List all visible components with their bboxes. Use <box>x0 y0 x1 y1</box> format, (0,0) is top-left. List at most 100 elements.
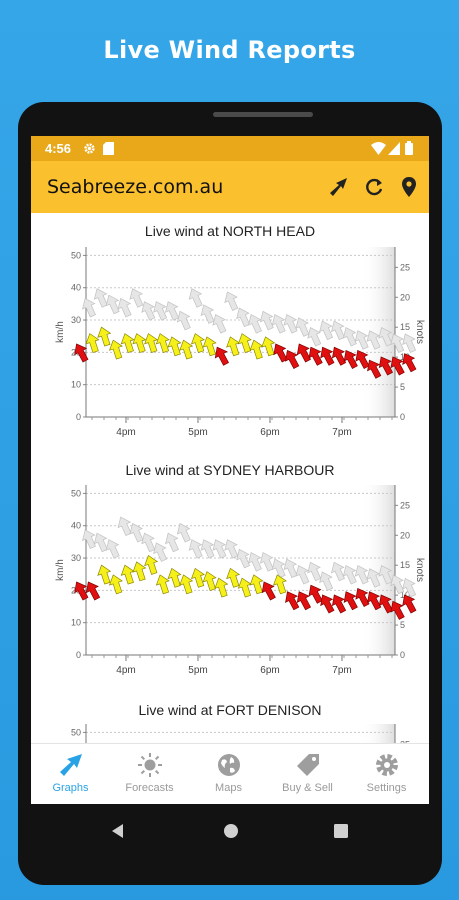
x-tick-label: 4pm <box>116 427 135 438</box>
avg-wind-arrow <box>85 581 101 601</box>
y-tick-label: 50 <box>71 488 81 498</box>
y2-tick-label: 20 <box>400 530 410 540</box>
avg-wind-arrow <box>97 326 112 347</box>
x-tick-label: 7pm <box>332 427 351 438</box>
gust-arrow <box>319 320 334 341</box>
nav-label-buy-sell: Buy & Sell <box>282 782 333 794</box>
app-bar: Seabreeze.com.au <box>31 161 429 213</box>
wind-direction-icon[interactable] <box>327 175 351 199</box>
avg-wind-arrow <box>390 600 405 620</box>
gust-arrow <box>141 532 156 553</box>
y2-tick-label: 25 <box>400 500 410 510</box>
gust-arrow <box>378 564 393 585</box>
nav-item-settings[interactable]: Settings <box>347 744 426 804</box>
avg-wind-arrow <box>214 346 229 366</box>
avg-wind-arrow <box>179 574 194 595</box>
globe-icon <box>218 754 240 776</box>
avg-wind-arrow <box>74 581 89 601</box>
gust-arrow <box>271 314 286 334</box>
wifi-icon <box>371 142 386 155</box>
avg-wind-arrow <box>85 333 100 354</box>
y-tick-label: 10 <box>71 618 81 628</box>
gust-arrow <box>129 288 144 308</box>
gust-arrow <box>271 558 286 579</box>
gust-arrow <box>141 301 156 321</box>
y-axis-label: km/h <box>55 321 66 343</box>
avg-wind-arrow <box>390 356 405 376</box>
gust-arrow <box>247 314 262 334</box>
wind-chart-fort-denison[interactable]: 01020304050051015202530km/hknots4pm5pm6p… <box>31 718 429 743</box>
avg-wind-arrow <box>167 336 182 357</box>
avg-wind-arrow <box>320 594 335 614</box>
gust-arrow <box>93 532 108 553</box>
y2-axis-label: knots <box>414 558 425 582</box>
phone-speaker <box>213 112 313 117</box>
gust-arrow <box>378 326 393 347</box>
gust-arrow <box>212 539 227 559</box>
gust-arrow <box>307 561 322 582</box>
avg-wind-arrow <box>214 577 229 598</box>
avg-wind-arrow <box>296 591 311 611</box>
gust-arrow <box>354 564 369 585</box>
avg-wind-arrow <box>343 591 358 611</box>
gust-arrow <box>342 326 357 347</box>
gust-arrow <box>129 522 144 543</box>
gust-arrow <box>212 314 227 334</box>
gust-arrow <box>319 571 334 592</box>
home-icon[interactable] <box>216 816 246 846</box>
gust-arrow <box>81 529 96 549</box>
recents-icon[interactable] <box>326 816 356 846</box>
avg-wind-arrow <box>367 591 382 611</box>
y2-tick-label: 30 <box>400 718 410 719</box>
x-tick-label: 5pm <box>188 427 207 438</box>
gust-arrow <box>402 577 417 598</box>
chart-title-sydney-harbour: Live wind at SYDNEY HARBOUR <box>125 462 335 478</box>
avg-wind-arrow <box>179 339 194 360</box>
wind-chart-sydney-harbour[interactable]: 01020304050051015202530km/hknots4pm5pm6p… <box>31 479 429 694</box>
gust-arrow <box>188 288 203 308</box>
chart-title-fort-denison: Live wind at FORT DENISON <box>138 702 322 718</box>
bottom-navigation: Graphs Forecasts <box>31 743 429 804</box>
avg-wind-arrow <box>402 594 417 614</box>
avg-wind-arrow <box>273 343 288 363</box>
nav-item-buy-sell[interactable]: Buy & Sell <box>268 744 347 804</box>
avg-wind-arrow <box>108 339 123 360</box>
gust-arrow <box>354 330 369 350</box>
avg-wind-arrow <box>202 571 217 592</box>
avg-wind-arrow <box>402 353 417 373</box>
avg-wind-arrow <box>237 577 252 598</box>
avg-wind-arrow <box>272 574 287 595</box>
avg-wind-arrow <box>132 333 147 354</box>
y-axis-label: km/h <box>55 559 66 581</box>
back-icon[interactable] <box>103 816 133 846</box>
gust-arrow <box>153 301 168 321</box>
gust-arrow <box>176 310 191 331</box>
nav-item-graphs[interactable]: Graphs <box>31 744 110 804</box>
gust-arrow <box>330 320 345 341</box>
avg-wind-arrow <box>237 333 252 354</box>
avg-wind-arrow <box>120 333 135 354</box>
gust-arrow <box>259 552 274 572</box>
y2-tick-label: 0 <box>400 650 405 660</box>
wind-chart-north-head[interactable]: 01020304050051015202530km/hknots4pm5pm6p… <box>31 241 429 456</box>
x-tick-label: 4pm <box>116 665 135 676</box>
gust-arrow <box>81 297 96 318</box>
y2-tick-label: 5 <box>400 382 405 392</box>
charts-scroll-area[interactable]: Live wind at NORTH HEAD 0102030405005101… <box>31 213 429 743</box>
settings-status-icon <box>84 143 95 154</box>
gust-arrow <box>164 532 179 553</box>
nav-item-maps[interactable]: Maps <box>189 744 268 804</box>
avg-wind-arrow <box>331 594 347 614</box>
promo-title: Live Wind Reports <box>103 36 356 64</box>
gust-arrow <box>117 516 132 537</box>
y2-tick-label: 15 <box>400 322 410 332</box>
y-tick-label: 10 <box>71 380 81 390</box>
location-pin-icon[interactable] <box>397 175 421 199</box>
gust-arrow <box>224 539 239 559</box>
avg-wind-arrow <box>167 567 182 588</box>
gear-icon <box>376 754 398 776</box>
nav-item-forecasts[interactable]: Forecasts <box>110 744 189 804</box>
refresh-icon[interactable] <box>362 175 386 199</box>
gust-arrow <box>105 294 120 315</box>
avg-wind-arrow <box>97 564 112 585</box>
